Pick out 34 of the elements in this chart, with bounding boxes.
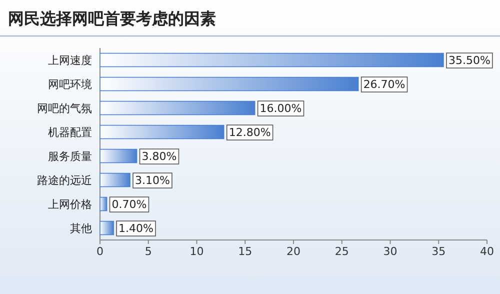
y-tick-label: 上网速度 (48, 54, 92, 67)
x-tick-label: 35 (432, 245, 446, 258)
bar (100, 148, 138, 164)
data-label: 12.80% (228, 126, 271, 139)
bar (100, 172, 130, 188)
x-tick-label: 0 (96, 245, 104, 258)
data-label: 16.00% (260, 102, 302, 115)
x-tick-label: 5 (144, 245, 152, 258)
y-tick-label: 网吧环境 (48, 78, 92, 91)
bar (100, 76, 359, 92)
data-label: 0.70% (112, 198, 147, 211)
y-tick-label: 服务质量 (48, 150, 92, 163)
bar (100, 220, 114, 236)
bar (100, 196, 108, 212)
x-tick-label: 10 (190, 245, 204, 258)
y-tick-label: 其他 (70, 222, 92, 235)
y-tick-label: 路途的远近 (37, 174, 92, 187)
x-tick-label: 25 (334, 245, 349, 258)
bar (100, 100, 256, 116)
data-label: 1.40% (118, 222, 154, 235)
y-tick-label: 上网价格 (48, 198, 92, 211)
data-label: 3.10% (134, 174, 170, 187)
y-tick-label: 机器配置 (48, 126, 92, 139)
chart-title: 网民选择网吧首要考虑的因素 (8, 9, 216, 28)
y-tick-label: 网吧的气氛 (37, 102, 92, 115)
data-label: 35.50% (448, 54, 490, 67)
bar (100, 124, 224, 140)
x-tick-label: 20 (286, 245, 300, 258)
data-label: 26.70% (363, 78, 406, 91)
x-tick-label: 15 (238, 245, 252, 258)
x-tick-label: 40 (480, 245, 494, 258)
x-tick-label: 30 (383, 245, 398, 258)
data-label: 3.80% (142, 150, 177, 163)
bar (100, 52, 444, 68)
